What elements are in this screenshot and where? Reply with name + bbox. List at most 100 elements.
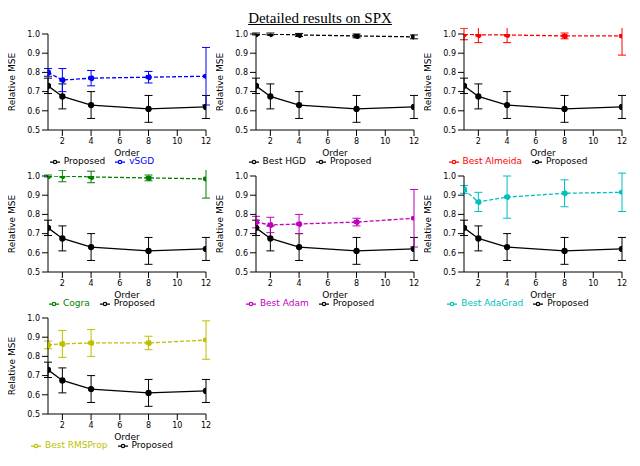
svg-text:0.8: 0.8 xyxy=(235,210,248,219)
html-text:Detailed results on SPX: Detailed results on SPX xyxy=(248,10,392,26)
svg-text:0.6: 0.6 xyxy=(443,249,456,258)
svg-text:8: 8 xyxy=(562,279,567,288)
svg-text:4: 4 xyxy=(297,279,302,288)
svg-text:0.5: 0.5 xyxy=(27,268,40,277)
svg-text:4: 4 xyxy=(505,137,510,146)
svg-text:0.6: 0.6 xyxy=(443,107,456,116)
svg-text:Relative MSE: Relative MSE xyxy=(8,337,17,396)
svg-text:0.7: 0.7 xyxy=(443,87,456,96)
svg-text:0.5: 0.5 xyxy=(443,126,456,135)
svg-text:1.0: 1.0 xyxy=(443,30,456,39)
svg-text:Order: Order xyxy=(322,148,348,158)
svg-text:0.9: 0.9 xyxy=(443,49,456,58)
svg-text:2: 2 xyxy=(268,279,273,288)
svg-text:0.8: 0.8 xyxy=(443,210,456,219)
svg-text:12: 12 xyxy=(201,137,211,146)
svg-text:12: 12 xyxy=(617,137,627,146)
svg-text:0.7: 0.7 xyxy=(443,229,456,238)
svg-text:1.0: 1.0 xyxy=(443,172,456,181)
svg-text:0.5: 0.5 xyxy=(27,126,40,135)
svg-text:6: 6 xyxy=(117,279,122,288)
svg-text:8: 8 xyxy=(146,137,151,146)
svg-text:4: 4 xyxy=(505,279,510,288)
svg-text:12: 12 xyxy=(409,279,419,288)
html-text:Proposed: Proposed xyxy=(63,156,106,166)
svg-text:12: 12 xyxy=(617,279,627,288)
svg-text:6: 6 xyxy=(117,421,122,430)
svg-text:8: 8 xyxy=(562,137,567,146)
svg-text:0.7: 0.7 xyxy=(27,229,40,238)
svg-text:0.7: 0.7 xyxy=(27,87,40,96)
svg-text:2: 2 xyxy=(476,279,481,288)
svg-text:1.0: 1.0 xyxy=(27,314,40,323)
svg-text:0.6: 0.6 xyxy=(27,107,40,116)
svg-text:Order: Order xyxy=(114,290,140,300)
svg-text:0.6: 0.6 xyxy=(235,249,248,258)
svg-text:10: 10 xyxy=(172,421,182,430)
svg-text:0.5: 0.5 xyxy=(235,268,248,277)
svg-text:10: 10 xyxy=(588,137,598,146)
svg-text:6: 6 xyxy=(325,279,330,288)
svg-text:0.7: 0.7 xyxy=(27,371,40,380)
svg-text:2: 2 xyxy=(60,279,65,288)
svg-text:0.8: 0.8 xyxy=(27,210,40,219)
svg-text:4: 4 xyxy=(89,137,94,146)
svg-text:1.0: 1.0 xyxy=(27,30,40,39)
svg-text:12: 12 xyxy=(201,279,211,288)
svg-text:0.9: 0.9 xyxy=(27,191,40,200)
svg-text:0.6: 0.6 xyxy=(27,249,40,258)
svg-text:8: 8 xyxy=(146,279,151,288)
svg-text:4: 4 xyxy=(89,279,94,288)
svg-text:10: 10 xyxy=(588,279,598,288)
svg-text:Relative MSE: Relative MSE xyxy=(216,195,225,254)
svg-text:1.0: 1.0 xyxy=(235,172,248,181)
svg-text:Order: Order xyxy=(530,290,556,300)
svg-text:6: 6 xyxy=(325,137,330,146)
svg-text:Order: Order xyxy=(322,290,348,300)
svg-text:10: 10 xyxy=(172,279,182,288)
svg-text:2: 2 xyxy=(268,137,273,146)
svg-text:0.5: 0.5 xyxy=(235,126,248,135)
svg-text:0.6: 0.6 xyxy=(235,107,248,116)
svg-text:0.5: 0.5 xyxy=(443,268,456,277)
svg-text:0.8: 0.8 xyxy=(27,68,40,77)
svg-text:4: 4 xyxy=(297,137,302,146)
svg-text:8: 8 xyxy=(146,421,151,430)
svg-text:0.7: 0.7 xyxy=(235,229,248,238)
svg-text:0.7: 0.7 xyxy=(235,87,248,96)
svg-text:10: 10 xyxy=(380,137,390,146)
svg-text:4: 4 xyxy=(89,421,94,430)
svg-text:10: 10 xyxy=(172,137,182,146)
svg-text:0.6: 0.6 xyxy=(27,391,40,400)
svg-text:Order: Order xyxy=(114,432,140,442)
svg-text:8: 8 xyxy=(354,137,359,146)
svg-text:Order: Order xyxy=(114,148,140,158)
svg-text:Order: Order xyxy=(530,148,556,158)
svg-text:Relative MSE: Relative MSE xyxy=(424,53,433,112)
svg-text:0.8: 0.8 xyxy=(235,68,248,77)
svg-text:0.9: 0.9 xyxy=(235,49,248,58)
svg-text:0.5: 0.5 xyxy=(27,410,40,419)
svg-text:0.9: 0.9 xyxy=(27,49,40,58)
svg-text:12: 12 xyxy=(201,421,211,430)
svg-text:0.9: 0.9 xyxy=(235,191,248,200)
svg-text:0.9: 0.9 xyxy=(443,191,456,200)
svg-text:Relative MSE: Relative MSE xyxy=(8,195,17,254)
svg-text:6: 6 xyxy=(533,137,538,146)
svg-text:1.0: 1.0 xyxy=(235,30,248,39)
svg-text:6: 6 xyxy=(533,279,538,288)
svg-text:Relative MSE: Relative MSE xyxy=(424,195,433,254)
svg-text:12: 12 xyxy=(409,137,419,146)
svg-text:6: 6 xyxy=(117,137,122,146)
svg-text:2: 2 xyxy=(60,137,65,146)
svg-text:8: 8 xyxy=(354,279,359,288)
svg-text:Relative MSE: Relative MSE xyxy=(8,53,17,112)
svg-text:1.0: 1.0 xyxy=(27,172,40,181)
svg-text:Relative MSE: Relative MSE xyxy=(216,53,225,112)
svg-text:0.8: 0.8 xyxy=(27,352,40,361)
svg-text:2: 2 xyxy=(476,137,481,146)
svg-text:2: 2 xyxy=(60,421,65,430)
svg-text:10: 10 xyxy=(380,279,390,288)
svg-text:0.8: 0.8 xyxy=(443,68,456,77)
svg-text:0.9: 0.9 xyxy=(27,333,40,342)
